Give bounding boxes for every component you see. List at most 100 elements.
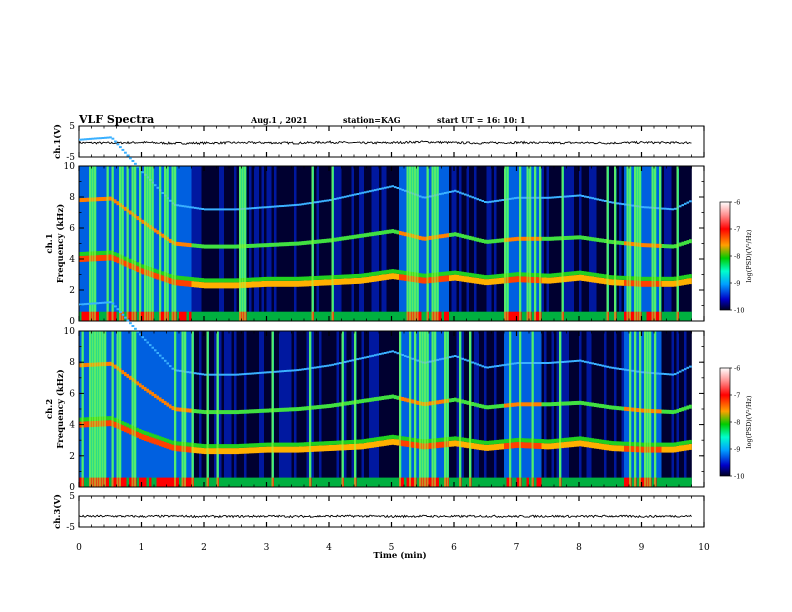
lowfreq-band xyxy=(366,311,370,321)
spectrogram-column xyxy=(214,331,217,487)
lower-band xyxy=(194,281,197,288)
upper-band xyxy=(204,410,207,415)
spectrogram-column xyxy=(364,331,367,487)
upper-band xyxy=(476,237,480,242)
upper-band xyxy=(196,409,200,414)
lowfreq-band xyxy=(231,311,235,321)
upper-band xyxy=(276,408,280,413)
lower-band xyxy=(596,277,600,284)
harmonic-band xyxy=(474,197,477,200)
lowfreq-band xyxy=(529,477,532,487)
upper-band xyxy=(84,363,87,368)
spectrogram-column xyxy=(194,166,197,321)
lower-band xyxy=(464,276,467,283)
lowfreq-band xyxy=(269,311,272,321)
lower-band xyxy=(386,439,390,446)
lower-band xyxy=(619,445,622,452)
lowfreq-band xyxy=(136,477,140,487)
upper-band xyxy=(469,235,472,240)
upper-band xyxy=(121,370,125,375)
lower-band-halo xyxy=(664,276,667,281)
spectrogram-column xyxy=(671,166,675,321)
spectrogram-column xyxy=(671,331,675,487)
lower-band-halo xyxy=(649,276,652,281)
lower-band xyxy=(489,278,492,285)
harmonic-band xyxy=(396,187,400,189)
upper-band xyxy=(509,237,512,242)
lower-band xyxy=(314,280,317,286)
lower-band xyxy=(661,446,665,453)
upper-band xyxy=(406,398,410,403)
upper-band xyxy=(356,234,360,239)
lowfreq-band xyxy=(604,311,607,321)
lowfreq-band xyxy=(386,311,390,321)
sferic-line xyxy=(311,166,314,321)
upper-band xyxy=(229,244,232,249)
lower-band-halo xyxy=(354,274,357,278)
upper-band xyxy=(596,403,600,408)
date-label: Aug.1 , 2021 xyxy=(250,115,308,125)
lower-band-halo xyxy=(129,258,132,263)
lowfreq-band xyxy=(294,477,297,487)
harmonic-band xyxy=(339,362,342,365)
upper-band xyxy=(264,243,267,248)
harmonic-band xyxy=(321,365,325,368)
lowfreq-band xyxy=(484,477,487,487)
harmonic-band xyxy=(89,302,92,305)
lower-band xyxy=(301,280,305,287)
spectrogram-column xyxy=(471,331,475,487)
upper-band xyxy=(564,401,567,406)
upper-band xyxy=(451,398,455,402)
lower-band-halo xyxy=(114,417,117,422)
lower-band xyxy=(439,441,442,448)
lower-band-halo xyxy=(141,264,145,269)
upper-band xyxy=(374,397,377,402)
lowfreq-band xyxy=(586,311,590,321)
lowfreq-band xyxy=(314,477,317,487)
lower-band xyxy=(126,427,130,434)
lowfreq-band xyxy=(129,477,132,487)
lower-band-halo xyxy=(201,278,205,283)
lower-band xyxy=(676,445,680,452)
lower-band xyxy=(226,448,230,455)
spectrogram-column xyxy=(226,331,230,487)
spectrogram-column xyxy=(86,166,90,321)
lower-band xyxy=(196,447,200,454)
lower-band-halo xyxy=(389,269,392,274)
spectrogram-column xyxy=(376,331,380,487)
upper-band xyxy=(686,405,690,410)
lower-band-halo xyxy=(554,273,557,278)
harmonic-band xyxy=(624,203,627,206)
upper-band xyxy=(436,400,440,405)
harmonic-band xyxy=(551,361,555,364)
spectrogram-column xyxy=(439,166,442,321)
lower-band-halo xyxy=(251,277,255,282)
lower-band-halo xyxy=(664,442,667,447)
lowfreq-band xyxy=(191,311,195,321)
lower-band-halo xyxy=(164,437,167,442)
ch3-waveform-panel: 5-5ch.3(V) xyxy=(52,492,705,533)
lower-band-halo xyxy=(624,275,627,280)
spectrogram-column xyxy=(154,331,157,487)
spectrogram-column xyxy=(221,166,225,321)
lowfreq-band xyxy=(161,311,165,321)
lower-band-halo xyxy=(506,438,510,443)
lower-band xyxy=(219,282,222,289)
upper-band xyxy=(606,404,610,409)
lower-band xyxy=(544,277,547,284)
lower-band xyxy=(231,448,235,455)
lower-band xyxy=(141,434,145,441)
upper-band xyxy=(441,399,445,404)
harmonic-band xyxy=(451,190,455,193)
upper-band xyxy=(601,404,605,409)
lower-band xyxy=(579,440,582,447)
lowfreq-band xyxy=(249,311,252,321)
colorbar-gradient xyxy=(719,201,731,311)
lowfreq-band xyxy=(576,477,580,487)
upper-band xyxy=(591,237,595,242)
harmonic-band xyxy=(549,196,552,199)
lower-band xyxy=(681,279,685,286)
lowfreq-band xyxy=(396,311,400,321)
lower-band xyxy=(129,428,132,435)
upper-band xyxy=(461,399,465,404)
